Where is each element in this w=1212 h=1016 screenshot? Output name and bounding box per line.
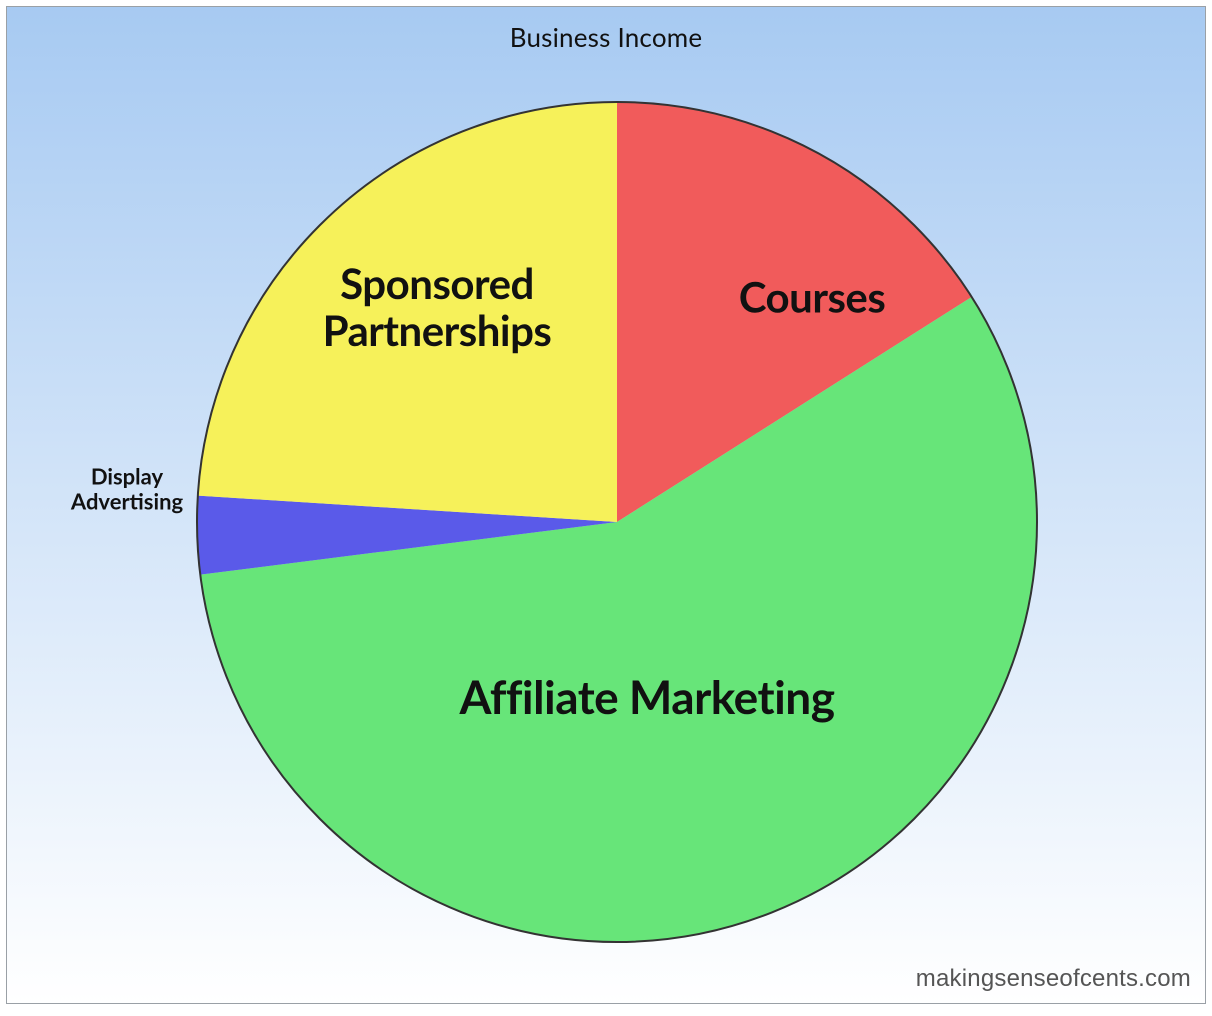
attribution-text: makingsenseofcents.com bbox=[916, 965, 1191, 993]
slice-label: Display Advertising bbox=[71, 464, 183, 513]
slice-label: Courses bbox=[739, 273, 886, 320]
slice-label: Affiliate Marketing bbox=[459, 671, 834, 723]
pie-chart: Courses Affiliate Marketing Display Advert… bbox=[7, 7, 1205, 1003]
slice-label: Sponsored Partnerships bbox=[323, 260, 552, 354]
chart-frame: Business Income CoursesAffiliate Marketi… bbox=[6, 6, 1206, 1004]
pie-svg bbox=[7, 7, 1206, 1004]
